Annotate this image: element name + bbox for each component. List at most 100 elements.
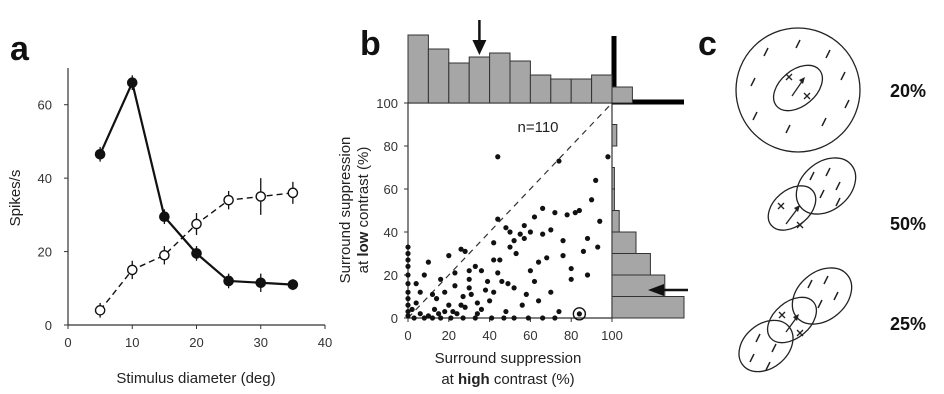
panel-label-b: b — [360, 25, 381, 63]
right-histogram-bar — [611, 231, 637, 254]
surround-subunit-upper — [791, 267, 853, 325]
surround-subunit — [795, 157, 857, 215]
top-histogram-arrow-head — [472, 40, 487, 55]
panel-b-point — [497, 257, 503, 263]
panel-b-point — [527, 268, 534, 274]
panel-b-point — [431, 306, 438, 312]
top-histogram-bar — [489, 52, 511, 104]
panel-b-point — [474, 300, 480, 306]
top-histogram-bar — [529, 74, 552, 104]
panel-b-point — [413, 300, 419, 306]
panel-b-point — [491, 257, 497, 263]
panel-b-point — [556, 308, 562, 315]
panel-b-point — [405, 313, 411, 319]
panel-b-point — [499, 278, 505, 285]
panel-a-point-series-2 — [94, 305, 106, 316]
panel-b-point — [580, 248, 587, 254]
panel-b-point — [556, 158, 562, 164]
panel-b-point — [507, 244, 513, 250]
right-histogram-arrow-head — [648, 284, 664, 297]
panel-b-point — [446, 302, 452, 308]
top-histogram-bar — [550, 78, 572, 104]
panel-b-x-tick-label: 80 — [564, 328, 578, 343]
panel-a-plot: Spikes/s Stimulus diameter (deg) 0 10 20 30… — [7, 68, 332, 387]
panel-b-point — [568, 265, 574, 272]
panel-b-point — [495, 154, 501, 160]
panel-b-point — [487, 298, 493, 304]
panel-b-point — [462, 304, 468, 310]
panel-b-x-label-2: at high contrast (%) — [441, 371, 574, 388]
panel-b-point — [552, 315, 558, 321]
panel-b-point — [433, 296, 440, 302]
panel-b-point — [548, 227, 554, 233]
panel-b-point — [421, 315, 427, 321]
panel-a-x-tick-label: 40 — [318, 335, 332, 350]
panel-a-y-tick-label: 60 — [38, 98, 52, 113]
percentage-3: 25% — [890, 314, 926, 334]
panel-b-point — [452, 270, 458, 276]
panel-b-point — [442, 289, 448, 295]
surround-subunit-lower — [738, 319, 794, 373]
panel-b-x-tick-label: 60 — [523, 328, 537, 343]
panel-a-point-series-1 — [255, 277, 267, 289]
panel-b-point — [544, 255, 550, 261]
panel-b-point — [438, 276, 444, 282]
panel-b-point — [568, 276, 574, 282]
panel-b-point — [531, 278, 538, 285]
panel-b-point — [513, 250, 519, 257]
panel-b-point — [595, 244, 601, 250]
panel-b-point — [417, 289, 423, 295]
panel-b-ticks: 0 20 40 60 80 100 0 20 40 60 80 100 — [376, 96, 623, 343]
panel-b-y-tick-label: 20 — [384, 268, 398, 283]
right-histogram-bar — [611, 167, 615, 190]
panel-a-point-series-2 — [255, 191, 267, 202]
right-histogram-bar — [611, 210, 620, 233]
panel-a-x-tick-label: 0 — [64, 335, 71, 350]
panel-b-point — [421, 272, 427, 278]
panel-b-y-tick-label: 60 — [384, 182, 398, 197]
panel-b-point — [405, 272, 411, 278]
panel-b-y-tick-label: 0 — [391, 311, 398, 326]
panel-b-point — [405, 263, 411, 269]
panel-b-point — [405, 302, 411, 308]
panel-b-point — [466, 285, 472, 291]
panel-b-point — [474, 311, 480, 317]
right-histogram-bar — [611, 296, 685, 319]
panel-b-point — [438, 315, 444, 321]
panel-a-y-tick-label: 0 — [45, 318, 52, 333]
panel-b-point — [436, 311, 442, 317]
panel-label-a: a — [10, 30, 30, 68]
panel-b-point — [442, 308, 448, 315]
panel-a-y-label: Spikes/s — [7, 170, 24, 227]
panel-a-x-tick-label: 20 — [189, 335, 203, 350]
panel-b-point — [548, 289, 554, 295]
top-histogram-bar — [611, 86, 633, 104]
panel-c-diagrams: 20% 50% — [735, 27, 926, 373]
panel-b-point — [503, 225, 509, 231]
panel-b-point — [446, 253, 452, 259]
panel-b-point — [540, 315, 546, 321]
panel-a-y-tick-label: 40 — [38, 171, 52, 186]
panel-b-point — [521, 235, 527, 242]
panel-b-point — [462, 248, 468, 254]
panel-b-point — [491, 289, 497, 295]
panel-b-point — [511, 238, 517, 244]
panel-b-y-label-1: Surround suppression — [337, 137, 354, 284]
panel-a-y-tick-label: 20 — [38, 245, 52, 260]
panel-b-point — [425, 259, 431, 265]
panel-b-point — [517, 231, 523, 237]
panel-b-point — [495, 270, 501, 276]
panel-b-point — [560, 238, 566, 244]
panel-a-point-series-1 — [287, 279, 299, 290]
panel-b-point — [405, 244, 411, 250]
panel-b-point — [405, 250, 411, 257]
panel-b-point — [405, 257, 411, 263]
panel-b-point — [472, 315, 478, 321]
panel-b-point — [572, 210, 578, 216]
rf-diagram-three-subunits — [738, 267, 853, 373]
top-histogram-bar — [427, 48, 450, 104]
panel-b-point — [405, 281, 411, 287]
panel-b-point — [425, 313, 431, 319]
surround-circle — [735, 27, 861, 153]
